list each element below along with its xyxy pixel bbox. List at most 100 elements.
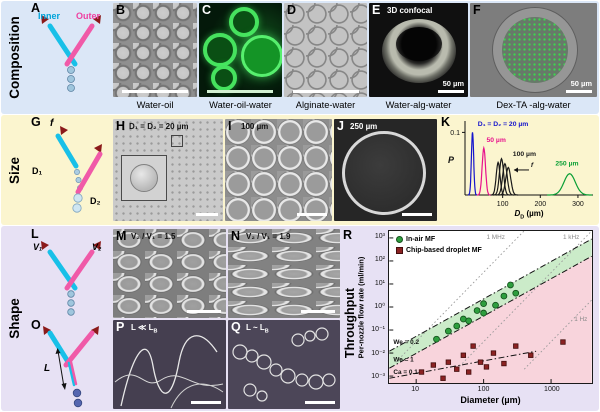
scale-label: 50 µm: [442, 79, 464, 88]
panel-k-letter: K: [441, 115, 451, 129]
zoom-inset: [121, 155, 167, 201]
panel-r-letter: R: [343, 228, 353, 242]
shape-label: Shape: [6, 298, 22, 339]
panel-n-title: V₂ / V₁ = 1.9: [246, 232, 291, 241]
scale-bar: [187, 310, 221, 313]
droplet: [67, 84, 75, 92]
panel-q-letter: Q: [231, 320, 241, 334]
panel-f-letter: F: [473, 3, 481, 17]
scale-bar: [297, 213, 327, 216]
panel-a-letter: A: [31, 1, 41, 15]
legend-in-air-label: In-air MF: [406, 236, 436, 243]
point-chip-based: [560, 339, 566, 345]
panel-b-micrograph: B: [113, 3, 197, 97]
v2-label: V₂: [92, 242, 102, 252]
k-annotation: 100 µm: [513, 151, 536, 158]
point-in-air-mf: [433, 335, 440, 343]
guide-line: [389, 255, 592, 369]
double-emulsion-droplet: [241, 35, 282, 77]
panel-e-title: 3D confocal: [387, 6, 433, 15]
large-droplet: [342, 131, 426, 215]
composition-label: Composition: [6, 16, 22, 99]
y-tick-label: 10²: [374, 256, 385, 264]
point-in-air-mf: [512, 289, 520, 297]
r-y-tick-labels: 10³ 10² 10¹ 10⁰ 10⁻¹ 10⁻² 10⁻³: [366, 230, 386, 384]
coaxial-jet-diagram: [41, 15, 101, 92]
k-annotation: D₁ = D₂ = 20 µm: [478, 121, 529, 128]
k-y-tick-label: 0.1: [450, 130, 460, 137]
bead-chain: [232, 327, 336, 402]
panel-h-letter: H: [116, 119, 126, 133]
guide-line: [395, 231, 525, 363]
k-x-axis-unit: (µm): [526, 209, 544, 218]
scale-bar: [402, 213, 432, 216]
frequency-label: f: [50, 118, 54, 129]
droplet: [72, 388, 82, 398]
point-in-air-mf: [492, 301, 499, 309]
droplet: [67, 66, 75, 74]
k-tick-label: 300: [572, 201, 584, 208]
panel-e-micrograph: E 3D confocal 50 µm: [369, 3, 468, 97]
measure-arrow-icon: [61, 383, 67, 390]
in-air-marker-icon: [396, 236, 403, 243]
point-chip-based: [440, 375, 446, 381]
point-in-air-mf: [507, 281, 514, 289]
point-chip-based: [430, 362, 437, 368]
point-in-air-mf: [480, 300, 487, 307]
droplet: [73, 398, 83, 408]
inner-jet: [47, 330, 73, 368]
scale-bar: [305, 401, 335, 404]
droplet: [67, 75, 75, 83]
flow-arrow-icon: [93, 15, 101, 24]
point-chip-based: [466, 369, 472, 375]
size-label: Size: [6, 156, 22, 184]
bead-chain-drawing: [232, 327, 336, 402]
panel-h-micrograph: H D₁ = D₂ = 20 µm: [113, 119, 223, 221]
outer-jet: [63, 330, 95, 368]
r-x-tick-labels: 10 100 1000: [388, 386, 593, 395]
point-in-air-mf: [473, 307, 481, 314]
measure-arrow-icon: [55, 348, 61, 354]
k-tick-label: 200: [534, 201, 546, 208]
guide-line-label: Ca = 0.1: [393, 369, 418, 376]
y-tick-label: 10⁰: [374, 303, 385, 310]
legend-chip-based-label: Chip-based droplet MF: [406, 247, 482, 254]
panel-b-caption: Water-oil: [136, 100, 174, 110]
panel-i-title: 100 µm: [241, 122, 269, 131]
point-chip-based: [460, 352, 467, 358]
k-x-axis-symbol: D: [514, 209, 521, 218]
fiber: [170, 383, 224, 409]
guide-line-label: 1 Hz: [574, 316, 587, 323]
guide-line: [389, 238, 592, 352]
panel-g-schematic: f D₁ D₂: [30, 118, 112, 222]
guide-line: [523, 299, 592, 370]
chip-based-region: [389, 256, 592, 383]
y-tick-label: 10⁻³: [371, 372, 385, 380]
panel-m-letter: M: [116, 229, 127, 243]
inner-label: Inner: [38, 11, 61, 21]
fiber-micrograph-drawing: [114, 335, 224, 409]
panel-e-caption: Water-alg-water: [385, 100, 452, 110]
guide-line-label: 1 MHz: [486, 234, 505, 241]
flow-arrow-icon: [43, 326, 51, 335]
flow-arrow-icon: [60, 126, 68, 135]
panel-g-letter: G: [31, 115, 41, 129]
panel-h-title: D₁ = D₂ = 20 µm: [129, 122, 189, 131]
k-tick-label: 100: [497, 201, 509, 208]
panel-a-schematic: Inner Outer: [30, 2, 112, 98]
distribution-curve: [495, 162, 514, 196]
scale-bar: [207, 90, 273, 93]
point-in-air-mf: [500, 292, 508, 300]
scale-bar: [196, 213, 218, 216]
droplet: [130, 164, 158, 192]
point-in-air-mf: [480, 309, 487, 317]
panel-f-micrograph: F 50 µm: [470, 3, 597, 97]
capsule-cavity: [396, 27, 442, 61]
merged-jet: [69, 360, 78, 386]
scale-bar: [122, 90, 188, 93]
panel-o-letter: O: [31, 318, 41, 332]
droplet: [67, 299, 75, 307]
x-tick-label: 100: [477, 386, 490, 393]
k-annotation: 50 µm: [486, 137, 505, 144]
